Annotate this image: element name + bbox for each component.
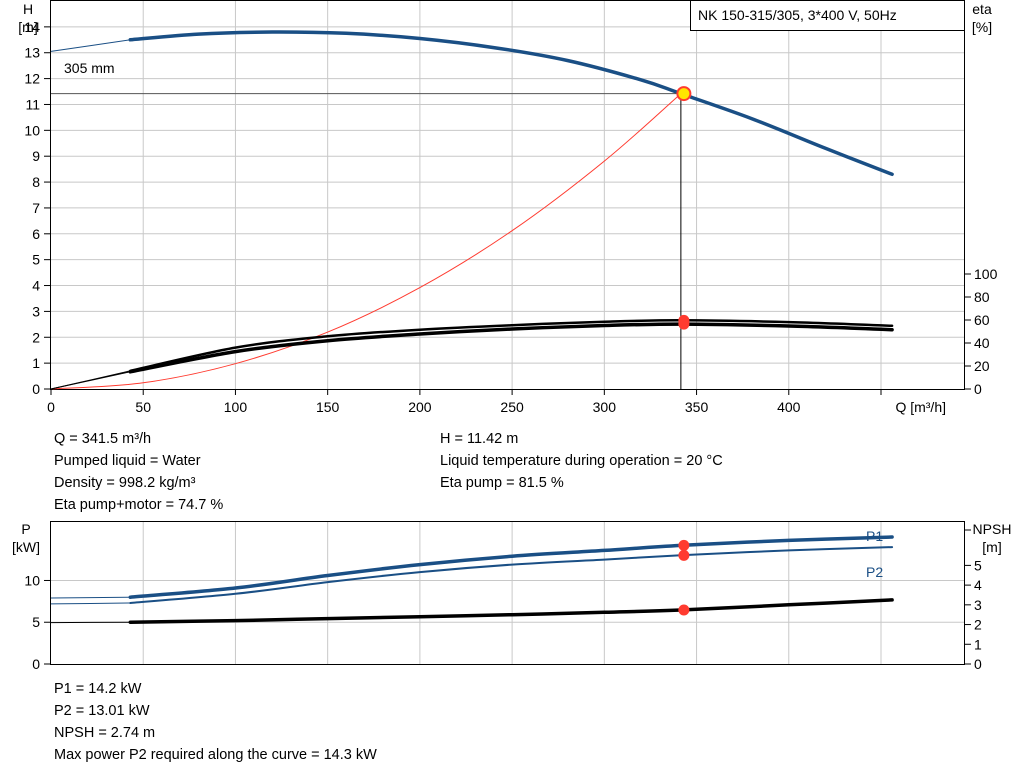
- y-tick-label: 2: [32, 329, 40, 345]
- y-tick-label: 3: [32, 303, 40, 319]
- eta-axis-label: eta: [972, 1, 992, 17]
- chart-title: NK 150-315/305, 3*400 V, 50Hz: [698, 7, 897, 23]
- y-tick-label: 11: [25, 96, 40, 112]
- flow-readout: Q = 341.5 m³/h: [54, 431, 152, 447]
- power-tick-label: 0: [32, 656, 40, 672]
- npsh-tick-label: 0: [974, 656, 982, 672]
- head-chart-frame: [50, 0, 965, 390]
- eta-pump-readout: Eta pump = 81.5 %: [440, 475, 564, 491]
- power-tick-label: 5: [32, 614, 40, 630]
- head-axis-label: H: [23, 1, 33, 17]
- power-axis-label: P: [21, 521, 30, 537]
- system-curve: [50, 93, 682, 390]
- eta-tick-label: 60: [974, 312, 990, 328]
- y-tick-label: 5: [32, 252, 40, 268]
- info-panel-left: Q = 341.5 m³/h Pumped liquid = Water Den…: [54, 428, 223, 516]
- eta-tick-label: 40: [974, 335, 990, 351]
- x-tick-label: 150: [316, 399, 340, 415]
- y-tick-label: 9: [32, 148, 40, 164]
- eta-operating-marker: [678, 318, 690, 330]
- x-tick-label: 200: [408, 399, 432, 415]
- p2-readout: P2 = 13.01 kW: [54, 703, 150, 719]
- y-tick-label: 0: [32, 381, 40, 397]
- info-panel-right: H = 11.42 m Liquid temperature during op…: [440, 428, 723, 494]
- y-tick-label: 6: [32, 226, 40, 242]
- y-tick-label: 10: [24, 122, 40, 138]
- x-tick-label: 50: [135, 399, 151, 415]
- power-tick-label: 10: [24, 572, 40, 588]
- head-curve-extrapolated: [50, 39, 131, 52]
- eta-pump-motor-curve: [128, 322, 894, 374]
- p2-curve: [129, 546, 894, 604]
- head-readout: H = 11.42 m: [440, 431, 519, 447]
- p1-operating-marker: [678, 539, 690, 551]
- info-panel-bottom: P1 = 14.2 kW P2 = 13.01 kW NPSH = 2.74 m…: [54, 678, 377, 766]
- npsh-readout: NPSH = 2.74 m: [54, 725, 156, 741]
- x-tick-label: 350: [685, 399, 709, 415]
- npsh-tick-label: 1: [974, 636, 982, 652]
- pumped-liquid-readout: Pumped liquid = Water: [54, 453, 201, 469]
- y-tick-label: 1: [32, 355, 40, 371]
- flow-axis-label: Q [m³/h]: [895, 399, 946, 415]
- x-tick-label: 250: [500, 399, 524, 415]
- title-box: [690, 0, 965, 31]
- y-tick-label: 8: [32, 174, 40, 190]
- p2-operating-marker: [678, 549, 690, 561]
- y-tick-label: 4: [32, 278, 40, 294]
- npsh-tick-label: 2: [974, 617, 982, 633]
- power-axis-unit: [kW]: [12, 539, 40, 555]
- liquid-temperature-readout: Liquid temperature during operation = 20…: [440, 453, 723, 469]
- max-power-readout: Max power P2 required along the curve = …: [54, 747, 377, 763]
- eta-tick-label: 0: [974, 381, 982, 397]
- eta-pump-curve: [129, 319, 894, 373]
- p1-readout: P1 = 14.2 kW: [54, 681, 142, 697]
- eta-pump-motor-readout: Eta pump+motor = 74.7 %: [54, 497, 224, 513]
- y-tick-label: 12: [24, 71, 40, 87]
- npsh-axis-label: NPSH: [973, 521, 1012, 537]
- x-tick-label: 100: [224, 399, 248, 415]
- npsh-tick-label: 4: [974, 577, 982, 593]
- y-tick-label: 14: [24, 19, 40, 35]
- eta-tick-label: 20: [974, 358, 990, 374]
- density-readout: Density = 998.2 kg/m³: [54, 475, 196, 491]
- x-tick-label: 400: [777, 399, 801, 415]
- head-axis-unit: [m]: [18, 19, 37, 35]
- operating-point-marker: [676, 86, 692, 102]
- power-chart-frame: [50, 521, 965, 665]
- x-tick-label: 0: [47, 399, 55, 415]
- p2-series-label: P2: [866, 564, 883, 580]
- p2-curve-extrapolated: [50, 602, 131, 605]
- npsh-operating-marker: [678, 604, 690, 616]
- eta-axis-unit: [%]: [972, 19, 992, 35]
- eta-pump-motor-curve-extrapolated: [50, 371, 131, 390]
- npsh-curve: [128, 598, 894, 624]
- npsh-tick-label: 5: [974, 557, 982, 573]
- npsh-axis-unit: [m]: [982, 539, 1001, 555]
- impeller-diameter-label: 305 mm: [64, 60, 115, 76]
- head-curve: [128, 30, 894, 177]
- eta-tick-label: 80: [974, 289, 990, 305]
- p1-curve: [128, 535, 894, 599]
- y-tick-label: 13: [24, 45, 40, 61]
- x-tick-label: 300: [593, 399, 617, 415]
- p1-curve-extrapolated: [50, 596, 131, 599]
- y-tick-label: 7: [32, 200, 40, 216]
- npsh-tick-label: 3: [974, 597, 982, 613]
- eta-tick-label: 100: [974, 266, 998, 282]
